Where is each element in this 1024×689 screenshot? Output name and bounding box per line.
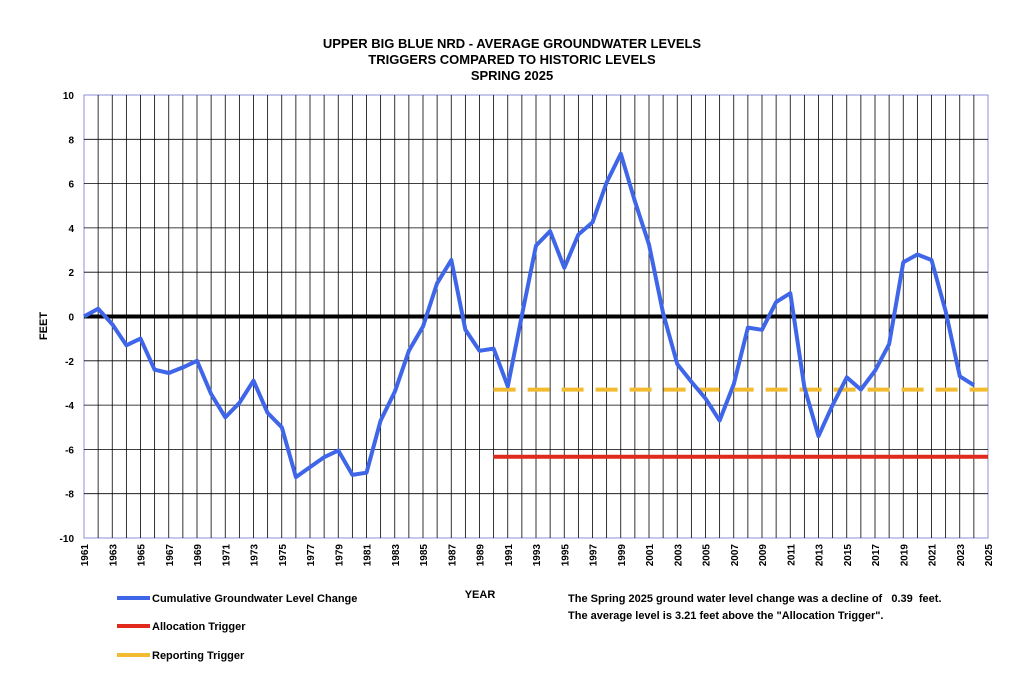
- y-tick-label: -4: [65, 401, 74, 412]
- x-tick-label: 2023: [956, 544, 967, 567]
- x-tick-label: 2013: [815, 544, 826, 567]
- x-tick-label: 1967: [165, 544, 176, 567]
- x-tick-label: 2021: [928, 544, 939, 567]
- x-tick-label: 1963: [108, 544, 119, 567]
- x-tick-label: 1985: [419, 544, 430, 567]
- x-tick-label: 1995: [560, 544, 571, 567]
- x-tick-label: 2009: [758, 544, 769, 567]
- series: [83, 151, 988, 480]
- y-axis-label: FEET: [38, 312, 50, 340]
- y-tick-label: 6: [68, 180, 74, 191]
- x-axis-label: YEAR: [465, 589, 496, 601]
- y-tick-labels: -10 -8 -6 -4 -2 0 2 4 6 8 10: [60, 91, 75, 545]
- x-tick-label: 2011: [786, 544, 797, 566]
- chart-title-line-3: SPRING 2025: [471, 68, 553, 83]
- x-tick-label: 1997: [589, 544, 600, 567]
- annotation-line-2: The average level is 3.21 feet above the…: [568, 610, 884, 622]
- x-tick-label: 1983: [391, 544, 402, 567]
- x-tick-label: 2019: [899, 544, 910, 567]
- x-tick-label: 1991: [504, 544, 515, 567]
- series-cumulative-change: [83, 151, 975, 480]
- x-tick-label: 2007: [730, 544, 741, 567]
- x-tick-labels: 1961 1963 1965 1967 1969 1971 1973 1975 1977 1979…: [80, 544, 995, 567]
- y-tick-label: -6: [65, 445, 74, 456]
- x-tick-label: 2003: [673, 544, 684, 567]
- x-tick-label: 1979: [334, 544, 345, 567]
- y-tick-label: -2: [65, 357, 74, 368]
- legend-label-cumulative: Cumulative Groundwater Level Change: [152, 593, 357, 605]
- x-tick-label: 1971: [221, 544, 232, 567]
- x-tick-label: 1975: [278, 544, 289, 567]
- x-tick-label: 1977: [306, 544, 317, 567]
- y-tick-label: 8: [68, 135, 74, 146]
- y-tick-label: -10: [60, 534, 75, 545]
- x-tick-label: 2015: [843, 544, 854, 567]
- x-tick-label: 1987: [447, 544, 458, 567]
- y-tick-label: 2: [68, 268, 74, 279]
- grid: [83, 94, 989, 539]
- annotation-line-1: The Spring 2025 ground water level chang…: [568, 593, 942, 605]
- x-tick-label: 2001: [645, 544, 656, 567]
- y-tick-label: 10: [63, 91, 75, 102]
- x-tick-label: 1961: [80, 544, 91, 567]
- x-tick-label: 1989: [476, 544, 487, 567]
- x-tick-label: 2017: [871, 544, 882, 567]
- x-tick-label: 1981: [363, 544, 374, 567]
- x-tick-label: 1969: [193, 544, 204, 567]
- legend: Cumulative Groundwater Level Change Allo…: [117, 593, 357, 662]
- legend-label-allocation: Allocation Trigger: [152, 621, 246, 633]
- x-tick-label: 1965: [137, 544, 148, 567]
- chart-title-line-2: TRIGGERS COMPARED TO HISTORIC LEVELS: [368, 52, 656, 67]
- y-tick-label: -8: [65, 490, 74, 501]
- y-tick-label: 4: [68, 224, 74, 235]
- x-tick-label: 2025: [984, 544, 995, 567]
- x-tick-label: 2005: [702, 544, 713, 567]
- x-tick-label: 1973: [250, 544, 261, 567]
- legend-label-reporting: Reporting Trigger: [152, 650, 245, 662]
- x-tick-label: 1999: [617, 544, 628, 567]
- y-tick-label: 0: [68, 313, 74, 324]
- x-tick-label: 1993: [532, 544, 543, 567]
- chart-title-line-1: UPPER BIG BLUE NRD - AVERAGE GROUNDWATER…: [323, 36, 702, 51]
